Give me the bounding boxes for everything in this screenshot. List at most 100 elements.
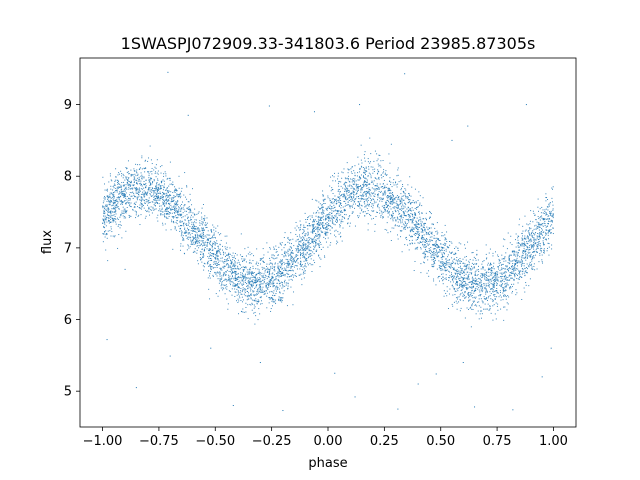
data-point [151,209,153,211]
data-point [174,188,176,190]
data-point [317,231,319,233]
data-point [116,204,118,206]
data-point [106,205,108,207]
data-point [390,208,392,210]
data-point [268,297,270,299]
data-point [532,255,534,257]
data-point [486,299,488,301]
data-point [116,200,118,202]
data-point [142,191,144,193]
data-point [208,249,210,251]
data-point [104,223,106,225]
data-point [485,258,487,260]
data-point [128,184,130,186]
data-point [537,233,539,235]
data-point [305,258,307,260]
data-point [481,274,483,276]
data-point [201,232,203,234]
data-point [208,250,210,252]
data-point [343,193,345,195]
data-point [199,257,201,259]
data-point [216,271,218,273]
data-point [216,250,218,252]
data-point [302,236,304,238]
data-point [378,176,380,178]
data-point [425,256,427,258]
data-point [506,266,508,268]
data-point [312,240,314,242]
data-point [137,190,139,192]
data-point [331,189,333,191]
data-point [141,199,143,201]
data-point [505,286,507,288]
data-point [139,204,141,206]
data-point [187,238,189,240]
data-point [221,277,223,279]
data-point [202,241,204,243]
data-point [424,229,426,231]
data-point [315,226,317,228]
data-point [497,309,499,311]
data-point [352,206,354,208]
data-point [145,182,147,184]
data-point [231,260,233,262]
data-point [456,273,458,275]
data-point [151,178,153,180]
data-point [396,200,398,202]
data-point [518,260,520,262]
data-point [382,217,384,219]
data-point [522,230,524,232]
data-point [226,259,228,261]
data-point [290,278,292,280]
data-point [253,299,255,301]
data-point [266,268,268,270]
data-point [370,177,372,179]
data-point [313,212,315,214]
data-point [465,273,467,275]
data-point [322,199,324,201]
data-point [503,272,505,274]
data-point [502,275,504,277]
data-point [318,201,320,203]
data-point [470,287,472,289]
data-point [156,182,158,184]
data-point [173,195,175,197]
data-point [493,273,495,275]
data-point [205,236,207,238]
data-point [199,234,201,236]
data-point [149,193,151,195]
data-point [494,313,496,315]
data-point [315,242,317,244]
data-point [480,317,482,319]
data-point [128,216,130,218]
data-point [259,272,261,274]
data-point [500,285,502,287]
data-point [138,176,140,178]
data-point [172,206,174,208]
data-point [513,283,515,285]
data-point [316,238,318,240]
data-point [317,223,319,225]
data-point [347,168,349,170]
data-point [269,259,271,261]
data-point [425,239,427,241]
data-point [243,277,245,279]
data-point [269,281,271,283]
data-point [154,208,156,210]
data-point [481,291,483,293]
data-point [250,288,252,290]
data-point [466,264,468,266]
data-point [281,267,283,269]
data-point [376,183,378,185]
data-point [289,259,291,261]
data-point [201,258,203,260]
data-point [152,182,154,184]
data-point [508,296,510,298]
data-point [211,231,213,233]
data-point [494,298,496,300]
data-point [317,229,319,231]
data-point [472,308,474,310]
data-point [490,288,492,290]
data-point [369,173,371,175]
data-point [242,278,244,280]
